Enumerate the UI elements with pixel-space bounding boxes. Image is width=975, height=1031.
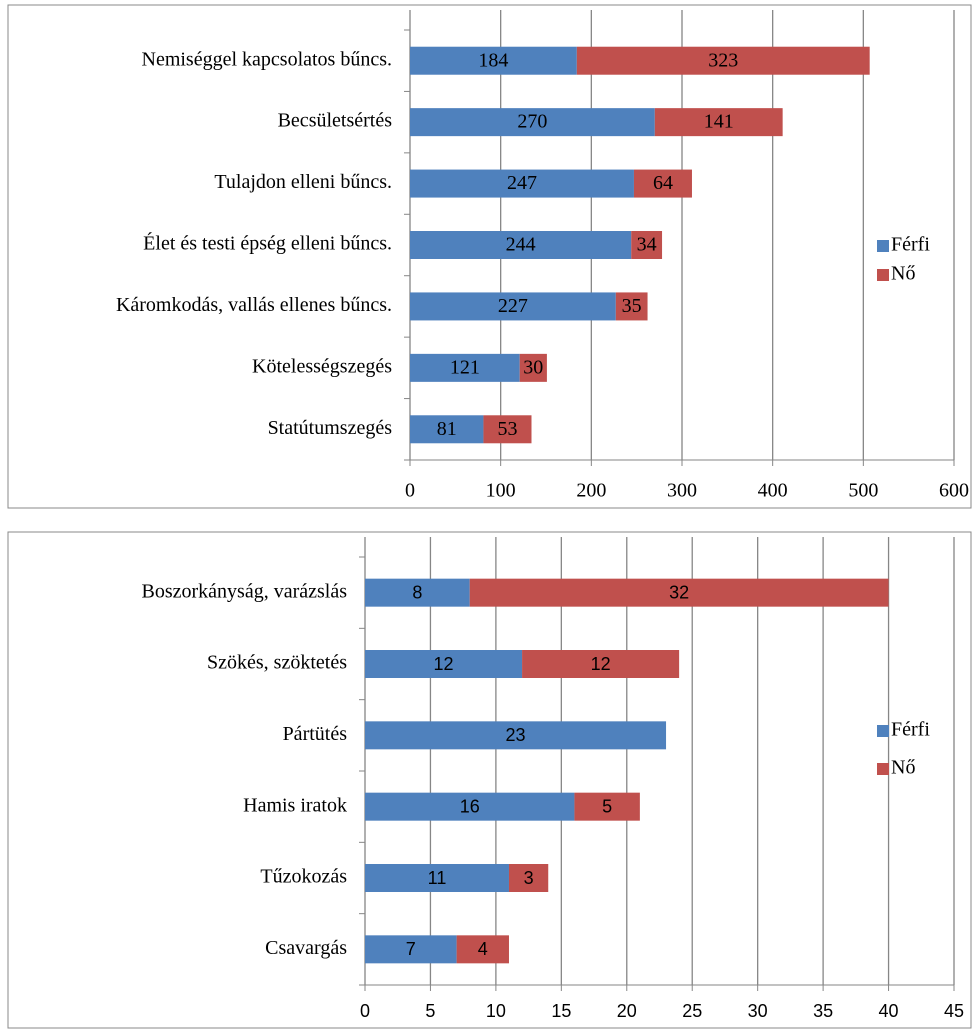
legend-label: Férfi (891, 234, 930, 256)
chart-frame (7, 4, 972, 509)
x-tick-label: 10 (486, 1001, 506, 1021)
bar-segment (410, 292, 616, 321)
y-tick-label: Statútumszegés (268, 417, 393, 439)
y-tick-label: Boszorkányság, varázslás (142, 580, 348, 602)
legend-swatch (877, 240, 889, 252)
data-label: 323 (708, 49, 738, 71)
y-tick-label: Pártütés (283, 723, 348, 745)
x-tick-label: 25 (682, 1001, 702, 1021)
data-label: 247 (507, 172, 537, 194)
chart-frame (7, 531, 972, 1029)
y-tick-label: Tulajdon elleni bűncs. (214, 171, 392, 193)
data-label: 227 (498, 295, 528, 317)
y-tick-label: Élet és testi épség elleni bűncs. (143, 232, 392, 255)
data-label: 3 (524, 868, 534, 888)
data-label: 121 (450, 356, 480, 378)
x-tick-label: 100 (486, 480, 516, 502)
x-tick-label: 400 (758, 480, 788, 502)
legend-label: Férfi (891, 719, 930, 741)
bar-segment (483, 415, 532, 444)
bar-segment (631, 231, 663, 259)
data-label: 16 (460, 796, 480, 816)
data-label: 30 (523, 356, 543, 378)
bar-segment (410, 415, 484, 444)
bar-segment (365, 721, 667, 750)
bar-segment (365, 935, 457, 964)
x-tick-label: 600 (939, 480, 969, 502)
data-label: 141 (704, 111, 734, 133)
x-tick-label: 20 (617, 1001, 637, 1021)
bar-segment (469, 578, 889, 607)
bar-segment (410, 353, 520, 382)
data-label: 64 (653, 172, 673, 194)
y-tick-label: Szökés, szöktetés (207, 652, 347, 674)
x-tick-label: 30 (748, 1001, 768, 1021)
legend-swatch (877, 725, 889, 737)
bar-segment (410, 231, 632, 259)
y-tick-label: Nemiséggel kapcsolatos bűncs. (142, 48, 393, 70)
y-tick-label: Becsületsértés (278, 110, 393, 132)
y-tick-label: Hamis iratok (243, 794, 347, 816)
bar-segment (508, 864, 549, 892)
data-label: 35 (622, 295, 642, 317)
bar-segment (522, 650, 680, 678)
data-label: 34 (637, 234, 657, 256)
x-tick-label: 40 (879, 1001, 899, 1021)
x-tick-label: 15 (551, 1001, 571, 1021)
bar-segment (410, 108, 655, 137)
x-tick-label: 35 (813, 1001, 833, 1021)
y-tick-label: Kötelességszegés (252, 355, 392, 377)
legend-swatch (877, 763, 889, 775)
x-tick-label: 0 (360, 1001, 370, 1021)
bar-segment (456, 935, 509, 964)
data-label: 11 (428, 868, 447, 888)
x-tick-label: 200 (576, 480, 606, 502)
x-tick-label: 300 (667, 480, 697, 502)
bar-segment (410, 46, 577, 75)
data-label: 5 (602, 796, 612, 816)
data-label: 12 (434, 654, 454, 674)
bar-segment (519, 353, 547, 382)
data-label: 184 (478, 49, 508, 71)
x-tick-label: 45 (944, 1001, 964, 1021)
data-label: 270 (517, 111, 547, 133)
x-tick-label: 5 (425, 1001, 435, 1021)
data-label: 81 (437, 418, 457, 440)
bar-segment (576, 46, 870, 75)
y-tick-label: Csavargás (265, 937, 347, 959)
bar-segment (574, 792, 640, 821)
legend-label: Nő (891, 757, 915, 779)
y-tick-label: Káromkodás, vallás ellenes bűncs. (116, 294, 392, 316)
bar-segment (633, 169, 692, 198)
legend-swatch (877, 269, 889, 281)
data-label: 8 (412, 582, 422, 602)
x-tick-label: 0 (405, 480, 415, 502)
data-label: 244 (506, 234, 536, 256)
bar-segment (365, 578, 470, 607)
y-tick-label: Tűzokozás (260, 866, 347, 888)
data-label: 4 (478, 939, 488, 959)
data-label: 53 (497, 418, 517, 440)
data-label: 32 (669, 582, 689, 602)
data-label: 23 (506, 725, 526, 745)
legend-label: Nő (891, 263, 915, 285)
bar-segment (615, 292, 648, 321)
x-tick-label: 500 (848, 480, 878, 502)
bar-segment (654, 108, 783, 137)
bar-segment (365, 650, 523, 678)
data-label: 12 (591, 654, 611, 674)
data-label: 7 (406, 939, 416, 959)
bar-segment (365, 864, 509, 892)
bar-segment (410, 169, 634, 198)
bar-segment (365, 792, 575, 821)
